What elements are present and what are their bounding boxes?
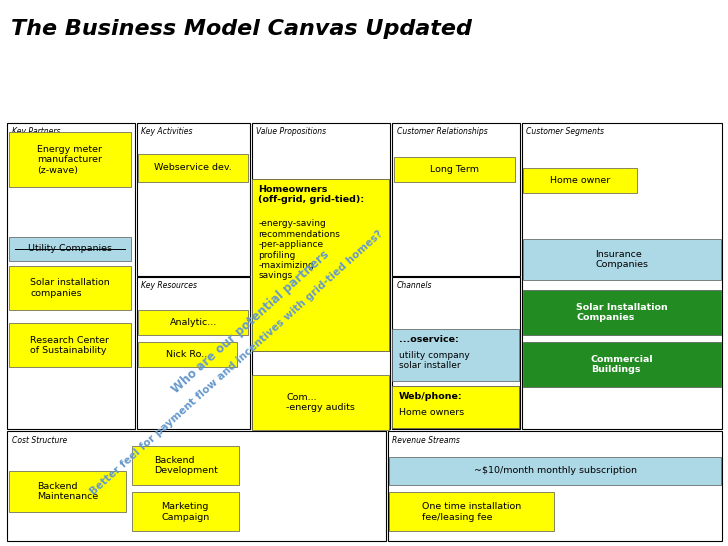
FancyBboxPatch shape — [392, 277, 520, 429]
Text: Marketing
Campaign: Marketing Campaign — [162, 502, 210, 521]
FancyBboxPatch shape — [137, 277, 250, 429]
Text: Commercial
Buildings: Commercial Buildings — [590, 355, 654, 374]
Text: Analytic...: Analytic... — [170, 318, 217, 327]
Text: The Business Model Canvas Updated: The Business Model Canvas Updated — [11, 19, 472, 39]
Text: Backend
Maintenance: Backend Maintenance — [36, 482, 98, 501]
Text: Utility Companies: Utility Companies — [28, 245, 112, 253]
FancyBboxPatch shape — [392, 386, 519, 428]
FancyBboxPatch shape — [392, 386, 519, 428]
FancyBboxPatch shape — [252, 123, 390, 429]
FancyBboxPatch shape — [138, 154, 248, 182]
FancyBboxPatch shape — [522, 123, 722, 429]
FancyBboxPatch shape — [7, 431, 386, 541]
FancyBboxPatch shape — [9, 471, 126, 512]
Text: Webservice dev.: Webservice dev. — [154, 163, 232, 173]
Text: Web/phone:
Home owners: Web/phone: Home owners — [419, 397, 492, 417]
Text: Customer Segments: Customer Segments — [526, 127, 604, 136]
Text: Solar Installation
Companies: Solar Installation Companies — [576, 303, 668, 322]
FancyBboxPatch shape — [394, 157, 515, 182]
Text: Key Activities: Key Activities — [141, 127, 193, 136]
FancyBboxPatch shape — [138, 342, 237, 367]
Text: Cost Structure: Cost Structure — [12, 436, 67, 444]
FancyBboxPatch shape — [388, 431, 722, 541]
Text: Homeowners
(off-grid, grid-tied):: Homeowners (off-grid, grid-tied): — [258, 185, 365, 204]
Text: -energy-saving
recommendations
-per-appliance
profiling
-maximizing
savings: -energy-saving recommendations -per-appl… — [258, 219, 340, 281]
FancyBboxPatch shape — [392, 329, 519, 381]
Text: Customer Relationships: Customer Relationships — [397, 127, 488, 136]
Text: Web/phone:: Web/phone: — [399, 392, 462, 401]
FancyBboxPatch shape — [523, 239, 721, 280]
Text: Long Term: Long Term — [430, 165, 479, 174]
FancyBboxPatch shape — [252, 179, 389, 351]
Text: Homeowners
(off-grid, grid-tied):
-energy-saving
recommendations
-per-appliance
: Homeowners (off-grid, grid-tied): -energ… — [268, 224, 373, 306]
Text: One time installation
fee/leasing fee: One time installation fee/leasing fee — [422, 502, 521, 521]
Text: Energy meter
manufacturer
(z-wave): Energy meter manufacturer (z-wave) — [37, 145, 103, 175]
Text: Research Center
of Sustainability: Research Center of Sustainability — [31, 336, 109, 355]
FancyBboxPatch shape — [137, 123, 250, 276]
Text: Key Resources: Key Resources — [141, 281, 197, 290]
Text: Who are our potential partners: Who are our potential partners — [170, 248, 332, 396]
FancyBboxPatch shape — [252, 375, 389, 430]
Text: ~$10/month monthly subscription: ~$10/month monthly subscription — [474, 466, 636, 476]
FancyBboxPatch shape — [523, 168, 637, 193]
Text: Key Partners: Key Partners — [12, 127, 60, 136]
Text: ...oservice:: ...oservice: — [399, 335, 459, 343]
FancyBboxPatch shape — [7, 123, 135, 429]
FancyBboxPatch shape — [392, 123, 520, 276]
Text: utility company
solar installer: utility company solar installer — [399, 351, 470, 371]
Text: Com...
-energy audits: Com... -energy audits — [286, 393, 355, 412]
FancyBboxPatch shape — [138, 310, 248, 335]
Text: Home owner: Home owner — [550, 176, 610, 185]
FancyBboxPatch shape — [9, 237, 131, 261]
FancyBboxPatch shape — [9, 266, 131, 310]
FancyBboxPatch shape — [132, 492, 239, 531]
FancyBboxPatch shape — [523, 290, 721, 335]
Text: Solar installation
companies: Solar installation companies — [30, 278, 110, 298]
Text: Revenue Streams: Revenue Streams — [392, 436, 460, 444]
FancyBboxPatch shape — [389, 457, 721, 485]
Text: Value Propositions: Value Propositions — [256, 127, 326, 136]
FancyBboxPatch shape — [9, 132, 131, 187]
Text: Better feel for payment flow and incentives with grid-tied homes?: Better feel for payment flow and incenti… — [88, 228, 384, 497]
FancyBboxPatch shape — [252, 179, 389, 351]
Text: Channels: Channels — [397, 281, 432, 290]
FancyBboxPatch shape — [523, 342, 721, 387]
FancyBboxPatch shape — [9, 323, 131, 367]
Text: Nick Ro...: Nick Ro... — [166, 351, 210, 359]
Text: Insurance
Companies: Insurance Companies — [596, 250, 649, 269]
FancyBboxPatch shape — [389, 492, 554, 531]
Text: Home owners: Home owners — [399, 408, 464, 417]
Text: Backend
Development: Backend Development — [154, 456, 218, 475]
FancyBboxPatch shape — [132, 446, 239, 485]
